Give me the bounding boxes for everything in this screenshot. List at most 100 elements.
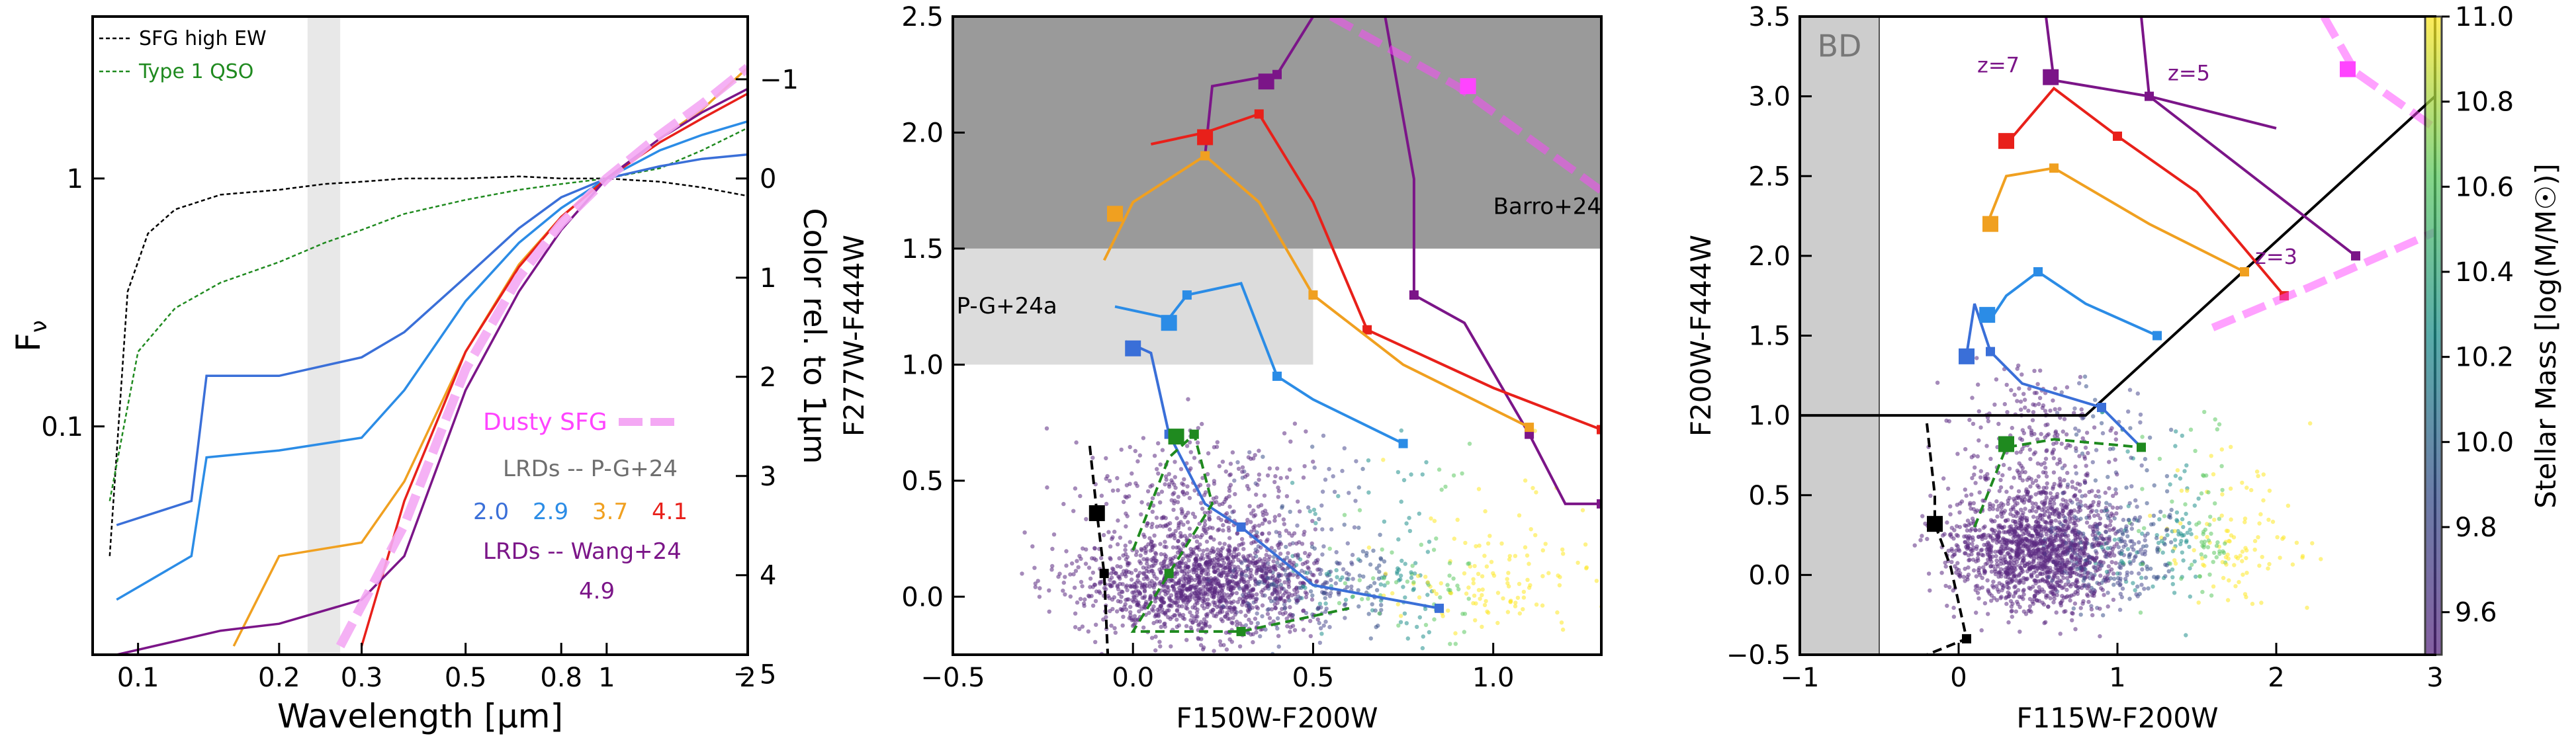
middle-source-point: [1182, 598, 1186, 602]
right-source-point: [2113, 458, 2117, 462]
right-source-point: [2012, 585, 2017, 590]
right-source-point: [2024, 518, 2029, 523]
middle-source-point: [1335, 561, 1341, 566]
middle-source-point: [1150, 548, 1155, 552]
middle-source-point: [1144, 566, 1149, 571]
middle-source-point: [1205, 547, 1210, 552]
middle-source-point: [1168, 556, 1173, 561]
middle-source-point: [1188, 618, 1193, 623]
middle-source-point: [1357, 578, 1362, 583]
middle-source-point: [1277, 590, 1282, 595]
right-source-point: [2217, 517, 2221, 521]
right-source-point: [2126, 409, 2131, 414]
right-source-point: [1949, 548, 1955, 554]
middle-source-point: [1020, 571, 1024, 576]
middle-source-point: [1215, 604, 1220, 609]
right-source-point: [2021, 541, 2025, 546]
right-source-point: [2061, 429, 2065, 434]
right-source-point: [2021, 580, 2026, 585]
sed-right-tick-label: 4: [760, 561, 776, 591]
middle-source-point: [1180, 481, 1184, 486]
right-source-point: [2004, 542, 2009, 547]
middle-source-point: [1147, 610, 1151, 615]
middle-source-point: [1101, 617, 1106, 622]
right-source-point: [2073, 426, 2078, 431]
right-source-point: [2300, 555, 2305, 560]
middle-source-point: [1167, 563, 1171, 567]
middle-source-point: [1202, 598, 1207, 602]
middle-source-point: [1201, 548, 1206, 554]
middle-source-point: [1205, 526, 1210, 532]
right-source-point: [2180, 433, 2184, 438]
right-track-marker: [2351, 251, 2360, 261]
middle-source-point: [1287, 598, 1292, 603]
middle-source-point: [1278, 596, 1284, 601]
middle-source-point: [1280, 566, 1284, 571]
right-source-point: [2110, 559, 2114, 565]
middle-source-point: [1411, 580, 1416, 585]
right-source-point: [2047, 575, 2051, 580]
right-source-point: [2070, 479, 2074, 484]
right-source-point: [2219, 464, 2224, 468]
right-source-point: [2044, 485, 2049, 490]
right-source-point: [2047, 570, 2052, 575]
right-source-point: [2025, 492, 2029, 497]
right-source-point: [2143, 534, 2148, 538]
right-track: [1989, 270, 2158, 337]
right-start-marker: [1959, 348, 1975, 364]
right-source-point: [1995, 507, 2000, 512]
sed-right-tick-label: 1: [760, 263, 776, 294]
right-source-point: [2020, 567, 2024, 572]
right-source-point: [2065, 576, 2070, 581]
middle-source-point: [1143, 601, 1149, 606]
middle-source-point: [1296, 499, 1300, 504]
middle-y-tick-label: 1.5: [901, 234, 944, 265]
middle-source-point: [1226, 558, 1231, 562]
middle-source-point: [1104, 501, 1109, 507]
right-source-point: [1955, 561, 1960, 565]
middle-source-point: [1201, 527, 1206, 532]
right-source-point: [2128, 539, 2133, 544]
right-source-point: [2020, 437, 2025, 442]
middle-source-point: [1108, 583, 1113, 588]
middle-source-point: [1399, 428, 1403, 433]
right-source-point: [2052, 597, 2057, 601]
right-start-marker: [1998, 436, 2014, 452]
sed-x-tick-label: 0.3: [341, 663, 383, 693]
middle-source-point: [1239, 561, 1244, 565]
middle-source-point: [1210, 546, 1216, 551]
right-source-point: [2051, 470, 2057, 475]
middle-source-point: [1153, 558, 1158, 563]
middle-source-point: [1197, 521, 1202, 526]
middle-source-point: [1147, 569, 1151, 574]
middle-source-point: [1111, 580, 1116, 585]
right-source-point: [2267, 561, 2272, 567]
right-source-point: [2054, 580, 2059, 585]
right-source-point: [2010, 425, 2014, 431]
middle-source-point: [1342, 522, 1347, 527]
right-source-point: [2035, 547, 2040, 552]
middle-start-marker: [1088, 505, 1105, 521]
middle-source-point: [1161, 559, 1167, 565]
right-source-point: [2152, 575, 2156, 579]
right-source-point: [2211, 559, 2215, 564]
right-source-point: [2199, 556, 2205, 561]
middle-source-point: [1463, 540, 1468, 546]
right-source-point: [2137, 515, 2143, 520]
right-source-point: [2078, 566, 2082, 571]
middle-source-point: [1229, 620, 1234, 625]
right-source-point: [1967, 558, 1971, 563]
middle-source-point: [1175, 569, 1179, 574]
right-source-point: [2290, 562, 2295, 567]
middle-source-point: [1108, 577, 1112, 583]
middle-source-point: [1153, 648, 1158, 653]
middle-source-point: [1088, 576, 1093, 581]
middle-source-point: [1223, 469, 1229, 474]
right-source-point: [2059, 390, 2064, 395]
right-source-point: [2092, 587, 2096, 593]
right-source-point: [1978, 475, 1983, 480]
middle-source-point: [1255, 581, 1260, 585]
right-source-point: [2005, 579, 2010, 585]
middle-source-point: [1271, 619, 1276, 624]
middle-source-point: [1290, 480, 1295, 485]
